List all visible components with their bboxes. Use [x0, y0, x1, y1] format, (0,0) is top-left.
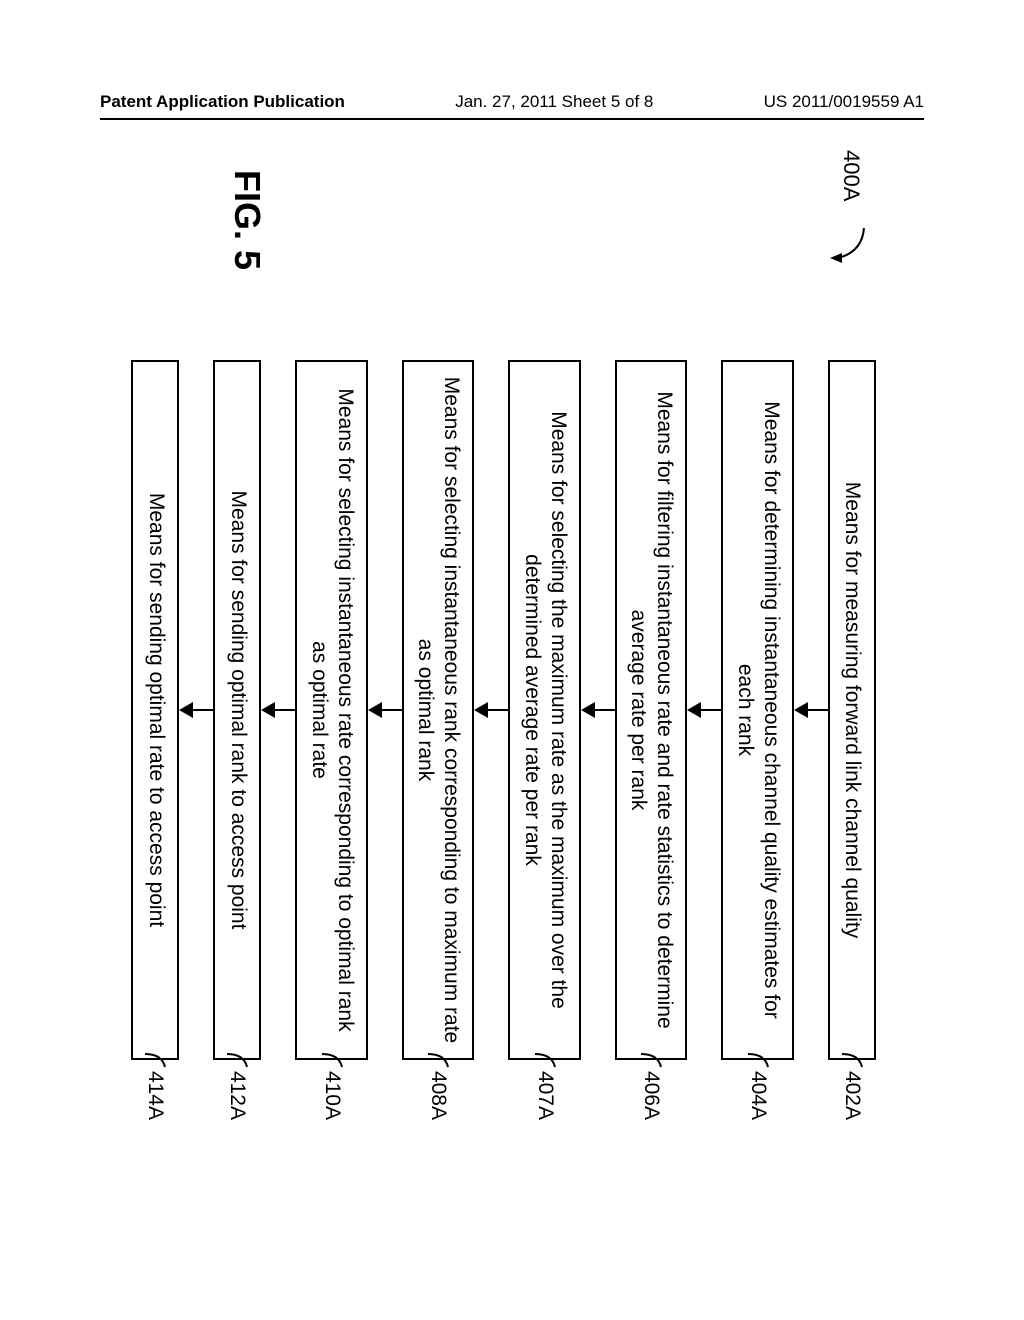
figure-label: FIG. 5: [226, 170, 268, 270]
arrow-down-icon: [581, 698, 615, 722]
flow-arrow: [262, 330, 296, 1090]
page: Patent Application Publication Jan. 27, …: [0, 0, 1024, 1320]
page-header: Patent Application Publication Jan. 27, …: [0, 92, 1024, 112]
arrow-down-icon: [262, 698, 296, 722]
figure-top-ref: 400A: [838, 150, 864, 201]
flow-block-ref-label: 410A: [320, 1071, 344, 1120]
leader-curve-icon: [425, 1051, 451, 1069]
arrow-down-icon: [475, 698, 509, 722]
flow-block: Means for determining instantaneous chan…: [722, 360, 795, 1060]
arrow-down-icon: [688, 698, 722, 722]
leader-curve-icon: [532, 1051, 558, 1069]
flow-block-text: Means for selecting the maximum rate as …: [519, 376, 572, 1044]
flow-block-text: Means for selecting instantaneous rate c…: [306, 376, 359, 1044]
flow-block-text: Means for filtering instantaneous rate a…: [625, 376, 678, 1044]
header-rule: [100, 118, 924, 120]
flow-block-ref: 404A: [745, 1051, 771, 1120]
leader-curve-icon: [319, 1051, 345, 1069]
flow-arrow: [688, 330, 722, 1090]
leader-curve-icon: [143, 1051, 169, 1069]
flow-arrow: [581, 330, 615, 1090]
flow-block: Means for filtering instantaneous rate a…: [615, 360, 688, 1060]
flow-block-text: Means for measuring forward link channel…: [839, 482, 865, 938]
flow-block-ref: 410A: [319, 1051, 345, 1120]
flow-block-text: Means for determining instantaneous chan…: [732, 376, 785, 1044]
leader-curve-icon: [225, 1051, 251, 1069]
arrow-down-icon: [368, 698, 402, 722]
flow-block-ref-label: 414A: [144, 1071, 168, 1120]
flow-block-ref-label: 407A: [533, 1071, 557, 1120]
leader-curve-icon: [745, 1051, 771, 1069]
flow-block-ref-label: 402A: [840, 1071, 864, 1120]
flow-block-ref: 412A: [225, 1051, 251, 1120]
flow-arrow: [180, 330, 214, 1090]
curved-leader-arrow-icon: [828, 224, 868, 268]
flow-block-ref: 406A: [638, 1051, 664, 1120]
leader-curve-icon: [638, 1051, 664, 1069]
flow-block: Means for sending optimal rank to access…: [214, 360, 262, 1060]
flow-block: Means for measuring forward link channel…: [828, 360, 876, 1060]
flowchart: Means for measuring forward link channel…: [132, 330, 877, 1090]
flow-block-ref-label: 412A: [226, 1071, 250, 1120]
flow-arrow: [475, 330, 509, 1090]
flow-block-text: Means for sending optimal rate to access…: [142, 493, 168, 927]
leader-curve-icon: [839, 1051, 865, 1069]
flow-block: Means for selecting instantaneous rate c…: [296, 360, 369, 1060]
header-center: Jan. 27, 2011 Sheet 5 of 8: [455, 92, 653, 112]
flow-arrow: [368, 330, 402, 1090]
flow-block-text: Means for sending optimal rank to access…: [224, 491, 250, 930]
arrow-down-icon: [180, 698, 214, 722]
flow-block-ref-label: 404A: [746, 1071, 770, 1120]
flow-block-ref: 402A: [839, 1051, 865, 1120]
flow-block-ref: 407A: [532, 1051, 558, 1120]
flow-block-ref-label: 408A: [426, 1071, 450, 1120]
figure-stage: 400A FIG. 5 Means for measuring forward …: [142, 140, 882, 1180]
flow-block: Means for sending optimal rate to access…: [132, 360, 180, 1060]
flow-block: Means for selecting the maximum rate as …: [509, 360, 582, 1060]
flow-arrow: [794, 330, 828, 1090]
header-right: US 2011/0019559 A1: [764, 92, 924, 112]
flow-block-ref-label: 406A: [639, 1071, 663, 1120]
flow-block-ref: 414A: [143, 1051, 169, 1120]
flow-block-ref: 408A: [425, 1051, 451, 1120]
arrow-down-icon: [794, 698, 828, 722]
header-left: Patent Application Publication: [100, 92, 345, 112]
flow-block-text: Means for selecting instantaneous rank c…: [412, 376, 465, 1044]
flow-block: Means for selecting instantaneous rank c…: [402, 360, 475, 1060]
